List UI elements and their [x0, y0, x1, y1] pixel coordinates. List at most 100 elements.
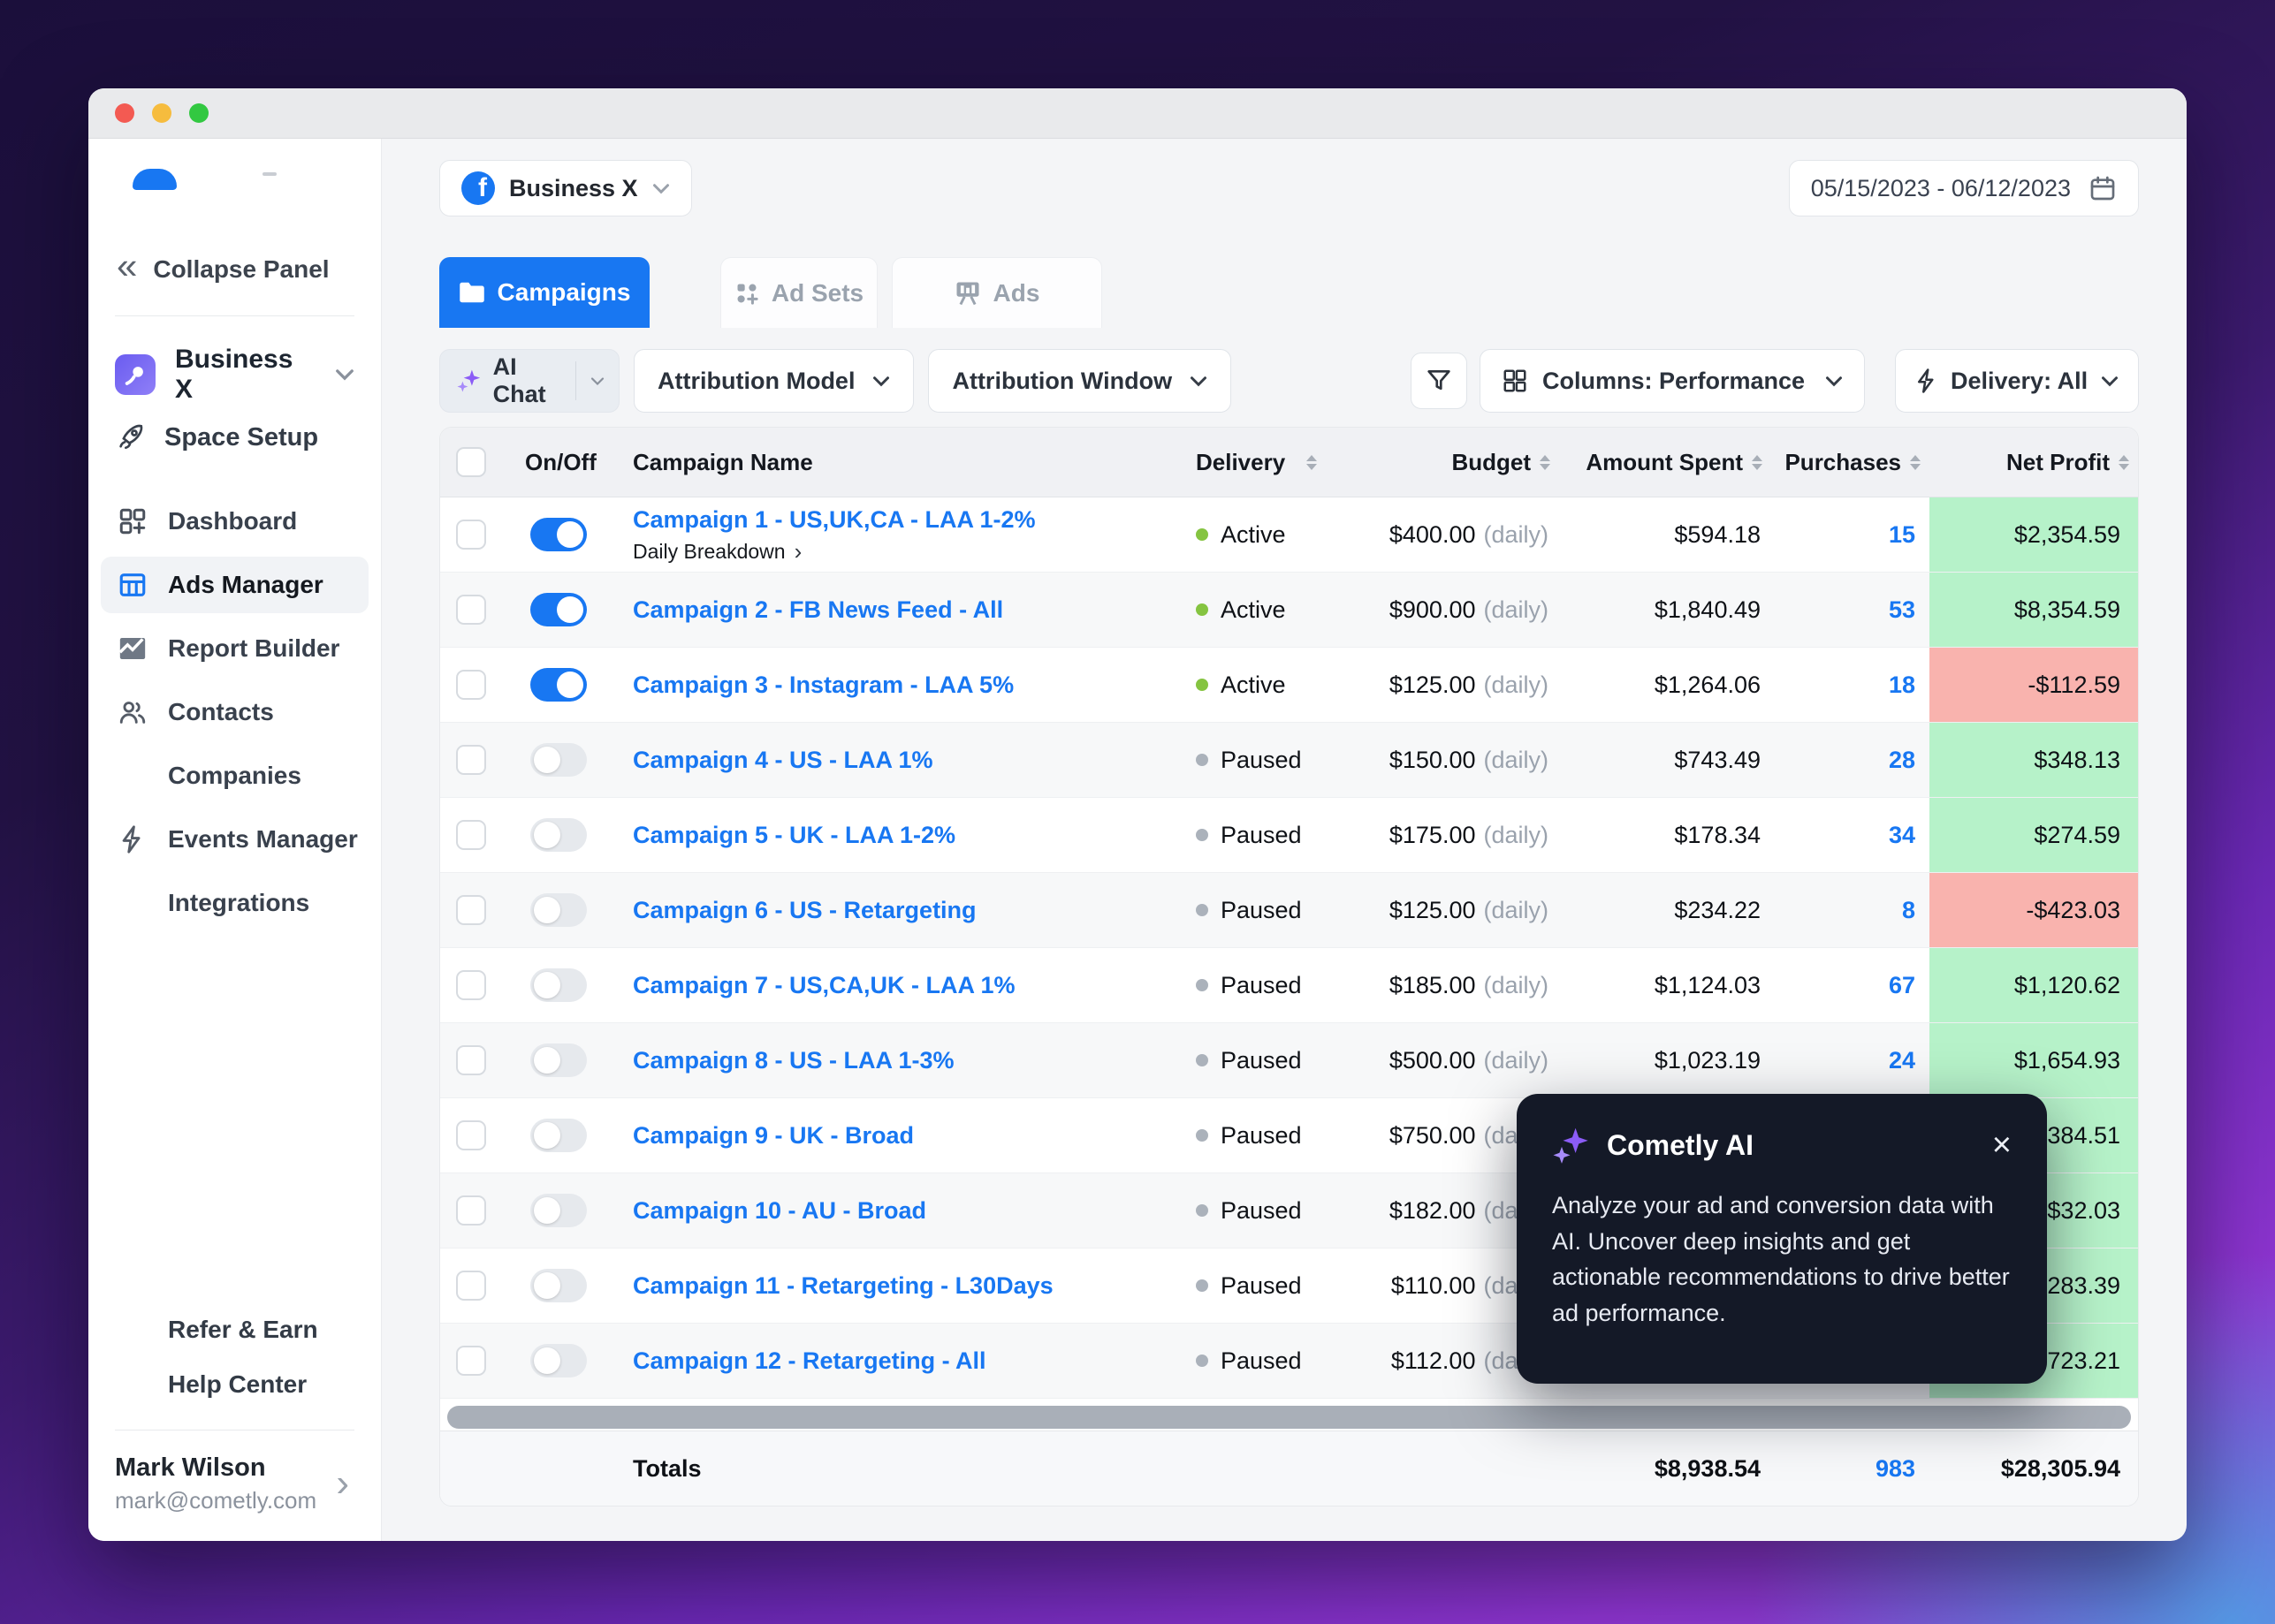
scrollbar-thumb[interactable] — [447, 1406, 2131, 1429]
campaign-link[interactable]: Campaign 9 - UK - Broad — [633, 1121, 915, 1149]
ai-chat-menu-button[interactable] — [576, 376, 619, 386]
row-checkbox[interactable] — [456, 595, 486, 625]
row-checkbox[interactable] — [456, 1120, 486, 1150]
workspace-selector[interactable]: Business X — [88, 341, 381, 408]
campaign-link[interactable]: Campaign 2 - FB News Feed - All — [633, 596, 1004, 623]
date-range-picker[interactable]: 05/15/2023 - 06/12/2023 — [1788, 160, 2139, 216]
campaign-link[interactable]: Campaign 12 - Retargeting - All — [633, 1347, 986, 1374]
campaign-link[interactable]: Campaign 3 - Instagram - LAA 5% — [633, 671, 1015, 698]
budget-suffix: (daily) — [1483, 671, 1548, 698]
purchases-link[interactable]: 18 — [1888, 671, 1915, 698]
daily-breakdown-link[interactable]: Daily Breakdown › — [633, 538, 803, 565]
row-checkbox[interactable] — [456, 970, 486, 1000]
close-window-button[interactable] — [115, 103, 134, 123]
row-checkbox[interactable] — [456, 1045, 486, 1075]
row-checkbox[interactable] — [456, 520, 486, 550]
sidebar-item-contacts[interactable]: Contacts — [101, 684, 369, 740]
campaign-toggle[interactable] — [530, 893, 587, 927]
campaign-toggle[interactable] — [530, 593, 587, 626]
sidebar-item-events-manager[interactable]: Events Manager — [101, 811, 369, 868]
totals-purchases-link[interactable]: 983 — [1875, 1454, 1915, 1482]
purchases-link[interactable]: 53 — [1888, 596, 1915, 623]
campaign-link[interactable]: Campaign 8 - US - LAA 1-3% — [633, 1046, 955, 1074]
purchases-link[interactable]: 34 — [1888, 821, 1915, 848]
campaign-link[interactable]: Campaign 5 - UK - LAA 1-2% — [633, 821, 956, 848]
row-checkbox[interactable] — [456, 670, 486, 700]
header-campaign-name: Campaign Name — [633, 448, 813, 475]
campaign-toggle[interactable] — [530, 668, 587, 702]
toolbar: AI Chat Attribution Model Attribution Wi… — [439, 349, 2139, 413]
status-dot — [1196, 1129, 1208, 1142]
ad-account-selector[interactable]: f Business X — [439, 160, 692, 216]
campaign-toggle[interactable] — [530, 1043, 587, 1077]
chevron-down-icon — [590, 376, 605, 385]
zoom-window-button[interactable] — [189, 103, 209, 123]
tab-campaigns[interactable]: Campaigns — [439, 257, 650, 328]
row-checkbox[interactable] — [456, 1346, 486, 1376]
row-checkbox[interactable] — [456, 895, 486, 925]
sidebar-item-report-builder[interactable]: Report Builder — [101, 620, 369, 677]
ads-icon — [956, 282, 979, 305]
campaign-toggle[interactable] — [530, 518, 587, 551]
purchases-link[interactable]: 24 — [1888, 1046, 1915, 1074]
purchases-link[interactable]: 67 — [1888, 971, 1915, 998]
row-checkbox[interactable] — [456, 1195, 486, 1226]
rocket-icon — [115, 422, 145, 452]
delivery-dropdown[interactable]: Delivery: All — [1895, 349, 2139, 413]
sidebar-item-help-center[interactable]: Help Center — [101, 1357, 369, 1412]
budget-value: $112.00 — [1390, 1347, 1476, 1374]
header-delivery[interactable]: Delivery — [1175, 428, 1318, 497]
sidebar-item-integrations[interactable]: Integrations — [101, 875, 369, 931]
row-checkbox[interactable] — [456, 745, 486, 775]
campaign-link[interactable]: Campaign 4 - US - LAA 1% — [633, 746, 933, 773]
ai-chat-button[interactable]: AI Chat — [439, 349, 620, 413]
status-label: Paused — [1221, 1196, 1302, 1224]
sort-icon — [1910, 454, 1921, 470]
sidebar-item-label: Dashboard — [168, 507, 298, 535]
columns-dropdown[interactable]: Columns: Performance — [1480, 349, 1865, 413]
sidebar-item-ads-manager[interactable]: Ads Manager — [101, 557, 369, 613]
campaign-toggle[interactable] — [530, 743, 587, 777]
row-checkbox[interactable] — [456, 820, 486, 850]
totals-row: Totals $8,938.54 983 $28,305.94 — [440, 1430, 2138, 1506]
header-net-profit[interactable]: Net Profit — [1929, 428, 2138, 497]
attribution-window-dropdown[interactable]: Attribution Window — [928, 349, 1232, 413]
purchases-link[interactable]: 28 — [1888, 746, 1915, 773]
header-purchases[interactable]: Purchases — [1771, 428, 1929, 497]
window-titlebar — [88, 88, 2187, 139]
sidebar-item-space-setup[interactable]: Space Setup — [88, 408, 381, 452]
sidebar-item-companies[interactable]: Companies — [101, 747, 369, 804]
campaign-link[interactable]: Campaign 7 - US,CA,UK - LAA 1% — [633, 971, 1016, 998]
contacts-icon — [117, 697, 148, 727]
budget-suffix: (daily) — [1483, 520, 1548, 548]
campaign-toggle[interactable] — [530, 818, 587, 852]
user-menu[interactable]: Mark Wilson mark@cometly.com › — [101, 1448, 369, 1541]
minimize-window-button[interactable] — [152, 103, 171, 123]
campaign-link[interactable]: Campaign 1 - US,UK,CA - LAA 1-2% — [633, 505, 1036, 533]
sidebar-item-refer-earn[interactable]: Refer & Earn — [101, 1302, 369, 1357]
sidebar: « Collapse Panel Business X Space Setup — [88, 139, 382, 1541]
campaign-link[interactable]: Campaign 10 - AU - Broad — [633, 1196, 927, 1224]
close-icon[interactable]: × — [1991, 1126, 2012, 1164]
campaign-toggle[interactable] — [530, 968, 587, 1002]
purchases-link[interactable]: 15 — [1888, 520, 1915, 548]
campaign-link[interactable]: Campaign 6 - US - Retargeting — [633, 896, 977, 923]
campaign-toggle[interactable] — [530, 1119, 587, 1152]
header-amount-spent[interactable]: Amount Spent — [1559, 428, 1771, 497]
purchases-link[interactable]: 8 — [1901, 896, 1915, 923]
filter-button[interactable] — [1411, 353, 1467, 409]
popup-body: Analyze your ad and conversion data with… — [1552, 1192, 2010, 1326]
tab-ads[interactable]: Ads — [892, 257, 1102, 328]
campaign-link[interactable]: Campaign 11 - Retargeting - L30Days — [633, 1271, 1054, 1299]
amount-spent-value: $743.49 — [1674, 746, 1761, 773]
header-budget[interactable]: Budget — [1303, 428, 1559, 497]
collapse-panel-button[interactable]: « Collapse Panel — [88, 247, 381, 291]
select-all-checkbox[interactable] — [456, 447, 486, 477]
tab-ad-sets[interactable]: Ad Sets — [720, 257, 878, 328]
campaign-toggle[interactable] — [530, 1269, 587, 1302]
attribution-model-dropdown[interactable]: Attribution Model — [634, 349, 915, 413]
row-checkbox[interactable] — [456, 1271, 486, 1301]
campaign-toggle[interactable] — [530, 1344, 587, 1377]
sidebar-item-dashboard[interactable]: Dashboard — [101, 493, 369, 550]
campaign-toggle[interactable] — [530, 1194, 587, 1227]
